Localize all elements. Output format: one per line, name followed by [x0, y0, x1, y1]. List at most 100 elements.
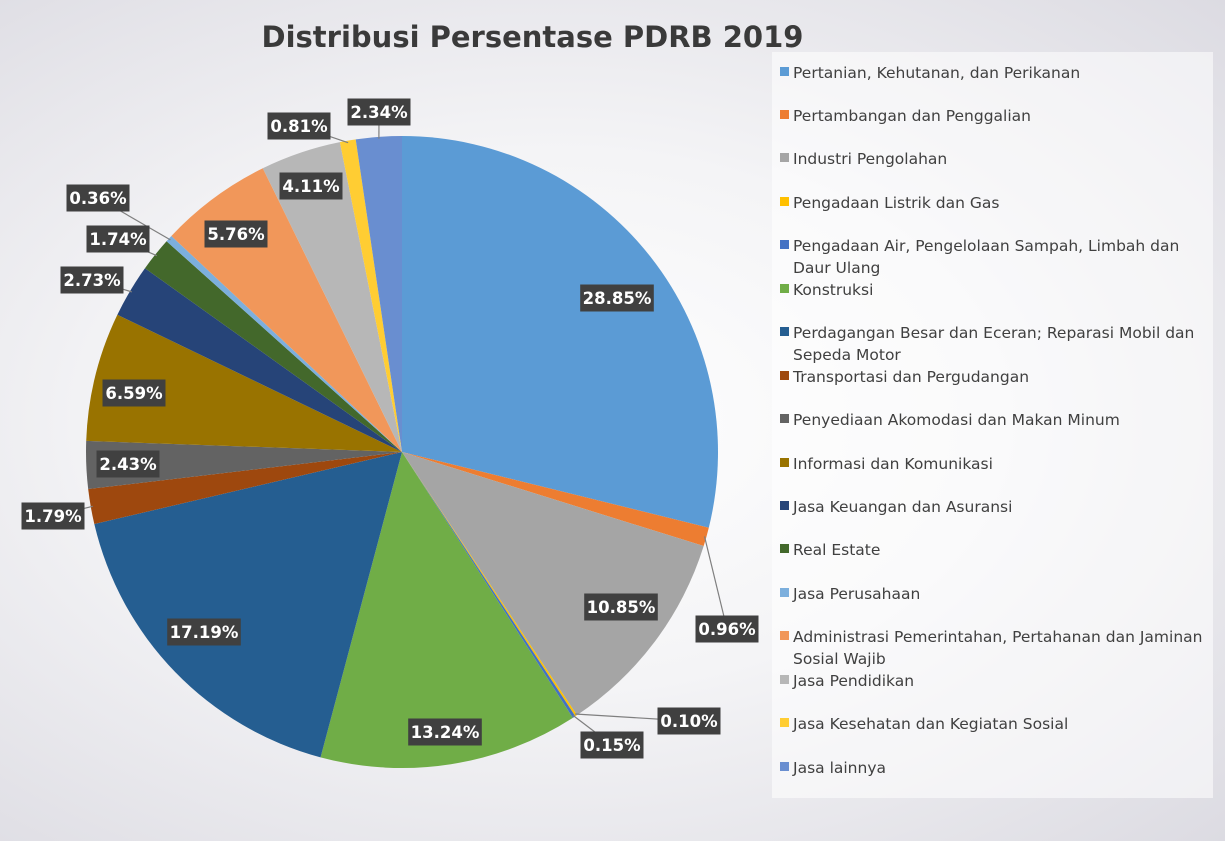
legend-swatch: [780, 631, 789, 640]
pie-slice: [402, 452, 709, 547]
legend-swatch: [780, 284, 789, 293]
data-label-text: 28.85%: [583, 289, 652, 308]
legend-label: Real Estate: [793, 541, 881, 559]
data-label: 1.79%: [21, 502, 85, 530]
legend-label: Industri Pengolahan: [793, 150, 948, 168]
data-label: 1.74%: [86, 225, 150, 253]
legend-swatch: [780, 675, 789, 684]
data-label-text: 5.76%: [207, 225, 265, 244]
data-label-text: 2.43%: [99, 455, 157, 474]
data-label-box: [580, 731, 644, 759]
legend-swatch: [780, 67, 789, 76]
data-label: 5.76%: [204, 220, 268, 248]
data-label: 28.85%: [580, 284, 654, 312]
legend-label: Pertanian, Kehutanan, dan Perikanan: [793, 64, 1081, 82]
data-label-box: [408, 718, 482, 746]
legend-item: Penyediaan Akomodasi dan Makan Minum: [780, 409, 1210, 431]
data-label-text: 2.34%: [350, 103, 408, 122]
legend-item: Pengadaan Air, Pengelolaan Sampah, Limba…: [780, 235, 1210, 279]
legend-label: Penyediaan Akomodasi dan Makan Minum: [793, 411, 1120, 429]
legend-swatch: [780, 110, 789, 119]
data-label-box: [267, 112, 331, 140]
legend-label: Pengadaan Listrik dan Gas: [793, 194, 1000, 212]
pie-slice: [88, 452, 403, 525]
chart-legend: Pertanian, Kehutanan, dan Perikanan Perta…: [772, 52, 1213, 798]
legend-swatch: [780, 371, 789, 380]
data-label-box: [695, 615, 759, 643]
data-label-box: [86, 225, 150, 253]
data-label: 10.85%: [584, 593, 658, 621]
pie-slice: [402, 452, 704, 716]
pie-slice: [144, 241, 402, 452]
legend-swatch: [780, 544, 789, 553]
data-label-text: 13.24%: [411, 723, 480, 742]
legend-item: Perdagangan Besar dan Eceran; Reparasi M…: [780, 322, 1210, 366]
data-label: 2.34%: [347, 98, 411, 126]
data-label-box: [279, 172, 343, 200]
pie-slice: [402, 452, 576, 718]
data-label-box: [580, 284, 654, 312]
data-label-text: 0.81%: [270, 117, 328, 136]
legend-item: Jasa Perusahaan: [780, 583, 1210, 605]
legend-swatch: [780, 501, 789, 510]
data-label-text: 1.74%: [89, 230, 147, 249]
legend-item: Informasi dan Komunikasi: [780, 453, 1210, 475]
legend-item: Jasa Pendidikan: [780, 670, 1210, 692]
legend-item: Jasa Keuangan dan Asuransi: [780, 496, 1210, 518]
data-label-box: [204, 220, 268, 248]
legend-item: Pertanian, Kehutanan, dan Perikanan: [780, 62, 1210, 84]
legend-swatch: [780, 762, 789, 771]
data-label: 4.11%: [279, 172, 343, 200]
pie-slice: [355, 136, 402, 452]
data-label-box: [347, 98, 411, 126]
data-label: 0.10%: [657, 707, 721, 735]
data-label-text: 0.15%: [583, 736, 641, 755]
data-label-box: [96, 450, 160, 478]
pie-slice: [262, 142, 402, 453]
pie-slice: [86, 440, 402, 490]
data-label-box: [584, 593, 658, 621]
legend-label: Jasa Pendidikan: [793, 672, 915, 690]
data-label: 6.59%: [102, 379, 166, 407]
legend-item: Pertambangan dan Penggalian: [780, 105, 1210, 127]
legend-swatch: [780, 197, 789, 206]
legend-swatch: [780, 240, 789, 249]
pie-slice: [320, 452, 573, 769]
data-label-text: 0.96%: [698, 620, 756, 639]
legend-label: Pertambangan dan Penggalian: [793, 107, 1031, 125]
legend-label: Informasi dan Komunikasi: [793, 455, 993, 473]
data-label-text: 4.11%: [282, 177, 340, 196]
data-label-box: [657, 707, 721, 735]
legend-item: Jasa Kesehatan dan Kegiatan Sosial: [780, 713, 1210, 735]
legend-label: Administrasi Pemerintahan, Pertahanan da…: [793, 628, 1203, 668]
data-label: 17.19%: [167, 618, 241, 646]
legend-label: Jasa lainnya: [793, 759, 886, 777]
data-label-text: 0.10%: [660, 712, 718, 731]
legend-item: Konstruksi: [780, 279, 1210, 301]
legend-item: Transportasi dan Pergudangan: [780, 366, 1210, 388]
legend-swatch: [780, 327, 789, 336]
data-label-box: [167, 618, 241, 646]
data-label-box: [102, 379, 166, 407]
legend-item: Administrasi Pemerintahan, Pertahanan da…: [780, 626, 1210, 670]
data-label-text: 10.85%: [587, 598, 656, 617]
data-label-text: 6.59%: [105, 384, 163, 403]
data-label-box: [60, 266, 124, 294]
data-label-text: 0.36%: [69, 189, 127, 208]
pie-slice: [86, 314, 402, 452]
data-label: 2.73%: [60, 266, 124, 294]
data-label: 2.43%: [96, 450, 160, 478]
data-label: 13.24%: [408, 718, 482, 746]
data-label-text: 2.73%: [63, 271, 121, 290]
data-label: 0.15%: [580, 731, 644, 759]
data-label: 0.36%: [66, 184, 130, 212]
data-label-box: [21, 502, 85, 530]
legend-label: Pengadaan Air, Pengelolaan Sampah, Limba…: [793, 237, 1180, 277]
legend-label: Jasa Perusahaan: [793, 585, 921, 603]
legend-label: Transportasi dan Pergudangan: [793, 368, 1030, 386]
data-label: 0.96%: [695, 615, 759, 643]
legend-item: Jasa lainnya: [780, 757, 1210, 779]
legend-item: Industri Pengolahan: [780, 148, 1210, 170]
pie-slice: [339, 139, 402, 452]
